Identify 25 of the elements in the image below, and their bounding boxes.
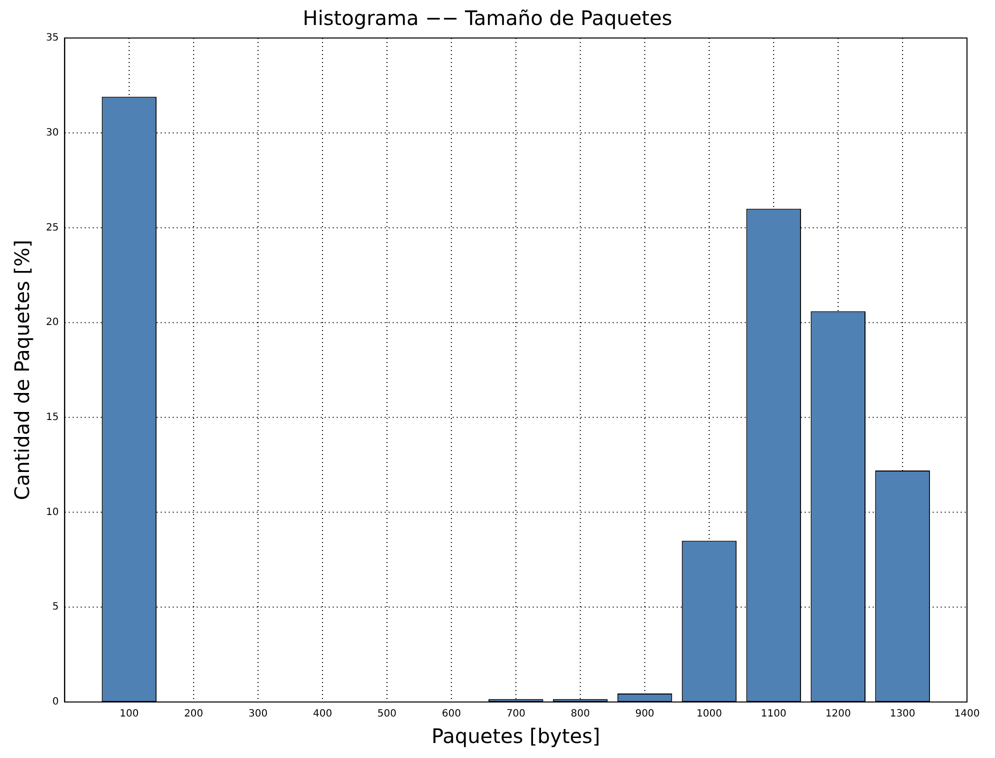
y-tick-label: 30	[46, 127, 59, 138]
chart-title: Histograma −− Tamaño de Paquetes	[302, 6, 672, 30]
x-tick-label: 1000	[696, 708, 722, 720]
x-tick-label: 200	[184, 708, 204, 720]
x-axis-title: Paquetes [bytes]	[431, 724, 600, 748]
y-tick-label: 35	[46, 32, 59, 44]
x-tick-label: 1300	[890, 708, 916, 720]
x-tick-label: 1100	[760, 708, 786, 720]
x-tick-label: 400	[312, 708, 332, 720]
x-tick-label: 500	[377, 708, 397, 720]
y-tick-label: 15	[46, 412, 59, 424]
x-tick-label: 100	[120, 708, 139, 720]
y-tick-label: 5	[52, 602, 59, 613]
y-axis-title: Cantidad de Paquetes [%]	[10, 240, 34, 500]
x-tick-label: 800	[570, 708, 590, 720]
x-tick-label: 300	[248, 708, 268, 720]
y-tick-label: 25	[46, 222, 59, 234]
x-tick-label: 600	[442, 708, 461, 720]
y-tick-label: 0	[52, 696, 59, 708]
x-tick-label: 900	[635, 708, 654, 720]
y-tick-label: 10	[46, 506, 59, 518]
y-tick-label: 20	[46, 317, 59, 328]
x-tick-label: 1200	[825, 708, 851, 720]
x-tick-label: 1400	[954, 708, 980, 720]
x-tick-label: 700	[506, 708, 526, 720]
